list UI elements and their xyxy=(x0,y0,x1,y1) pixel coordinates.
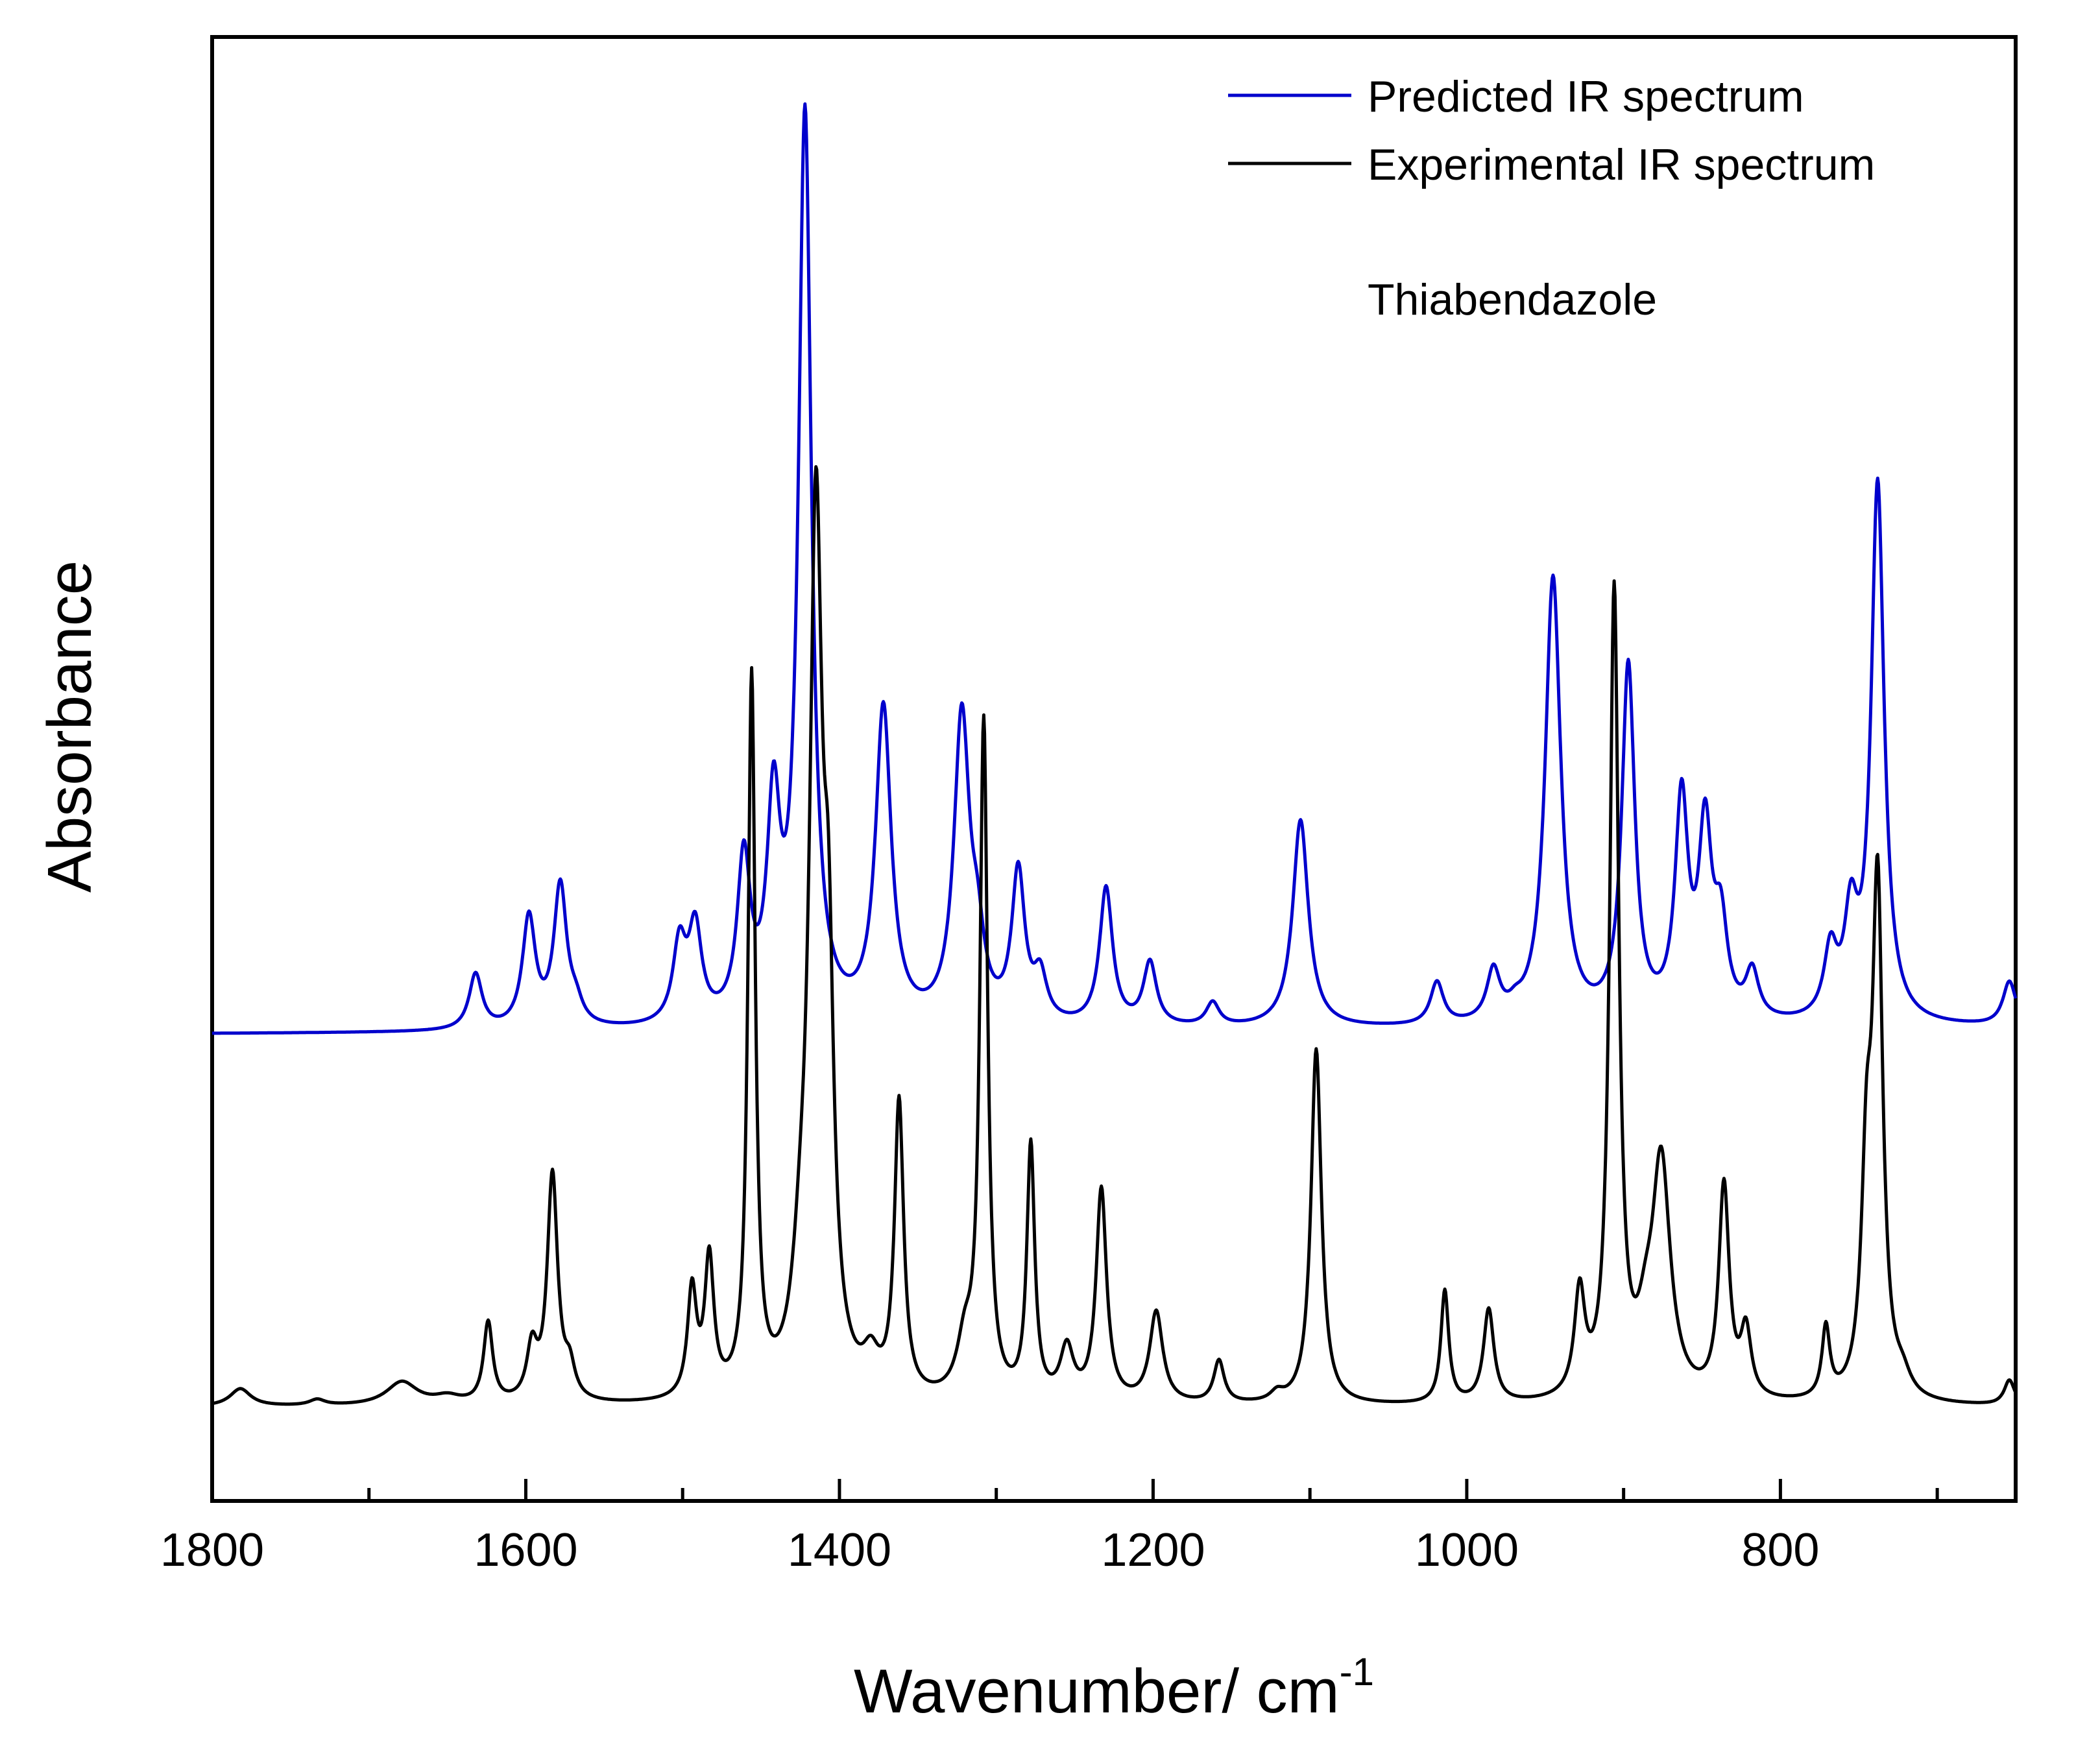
legend: Predicted IR spectrum Experimental IR sp… xyxy=(1228,72,1875,189)
legend-label-experimental: Experimental IR spectrum xyxy=(1368,140,1875,189)
y-axis-title: Absorbance xyxy=(35,560,104,893)
compound-annotation: Thiabendazole xyxy=(1368,275,1657,324)
experimental-spectrum-line xyxy=(211,465,2018,1406)
x-axis-ticks: 1800 1600 1400 1200 1000 800 xyxy=(160,1479,1939,1576)
x-tick-label: 1400 xyxy=(788,1524,891,1576)
x-axis-title: Wavenumber/ cm-1 xyxy=(854,1650,1374,1726)
series-layer xyxy=(211,102,2018,1406)
x-tick-label: 800 xyxy=(1741,1524,1819,1576)
predicted-spectrum-line xyxy=(211,102,2018,1035)
x-tick-label: 1600 xyxy=(474,1524,577,1576)
x-tick-label: 1000 xyxy=(1415,1524,1519,1576)
x-axis-title-text: Wavenumber/ cm xyxy=(854,1657,1340,1726)
x-axis-title-superscript: -1 xyxy=(1340,1650,1374,1694)
legend-label-predicted: Predicted IR spectrum xyxy=(1368,72,1804,121)
x-tick-label: 1200 xyxy=(1101,1524,1205,1576)
x-tick-label: 1800 xyxy=(160,1524,264,1576)
plot-frame xyxy=(210,35,2018,1503)
